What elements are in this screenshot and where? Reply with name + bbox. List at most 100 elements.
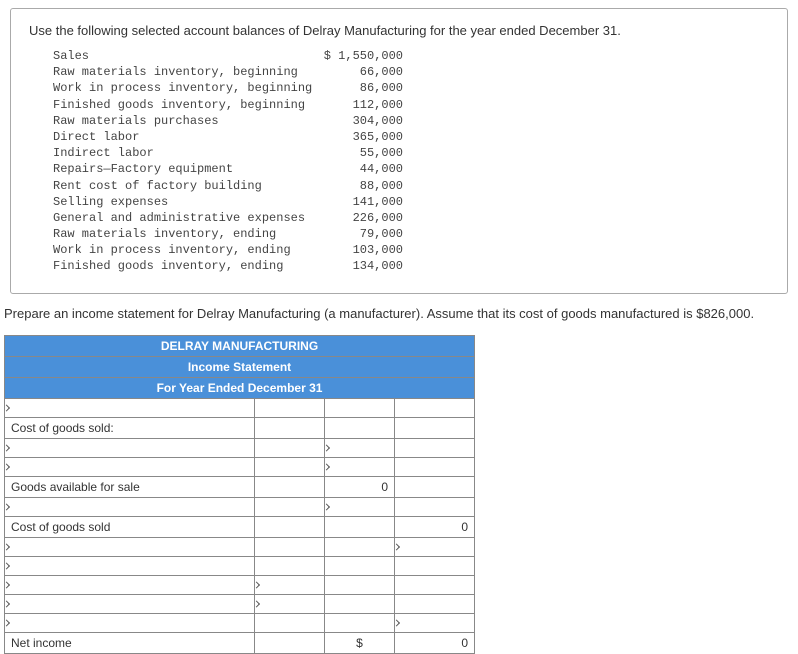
account-cell[interactable] [5, 613, 255, 632]
ledger-label: Repairs—Factory equipment [53, 161, 313, 177]
ledger-value: 44,000 [313, 161, 403, 177]
amount-cell[interactable] [255, 417, 325, 438]
account-cell[interactable] [5, 594, 255, 613]
amount-cell[interactable] [395, 398, 475, 417]
amount-cell[interactable] [395, 457, 475, 476]
stmt-header-company: DELRAY MANUFACTURING [5, 335, 475, 356]
problem-prompt: Use the following selected account balan… [29, 23, 769, 38]
ledger-label: General and administrative expenses [53, 210, 313, 226]
ledger-list: Sales$ 1,550,000 Raw materials inventory… [53, 48, 769, 275]
amount-cell[interactable] [255, 632, 325, 653]
gas-value: 0 [325, 476, 395, 497]
table-row: Cost of goods sold: [5, 417, 475, 438]
table-row [5, 575, 475, 594]
account-cell[interactable] [5, 575, 255, 594]
table-row [5, 497, 475, 516]
amount-cell[interactable] [255, 497, 325, 516]
amount-cell[interactable] [395, 417, 475, 438]
amount-cell[interactable] [395, 476, 475, 497]
table-row [5, 438, 475, 457]
ledger-value: 55,000 [313, 145, 403, 161]
net-income-value: 0 [395, 632, 475, 653]
ledger-label: Indirect labor [53, 145, 313, 161]
amount-cell[interactable] [325, 457, 395, 476]
cogs-label: Cost of goods sold: [5, 417, 255, 438]
table-row [5, 556, 475, 575]
amount-cell[interactable] [325, 594, 395, 613]
ledger-label: Raw materials inventory, beginning [53, 64, 313, 80]
table-row [5, 594, 475, 613]
table-row [5, 537, 475, 556]
amount-cell[interactable] [325, 497, 395, 516]
amount-cell[interactable] [325, 575, 395, 594]
table-row [5, 457, 475, 476]
net-income-label: Net income [5, 632, 255, 653]
ledger-value: $ 1,550,000 [313, 48, 403, 64]
ledger-label: Sales [53, 48, 313, 64]
amount-cell[interactable] [325, 516, 395, 537]
ledger-label: Rent cost of factory building [53, 178, 313, 194]
instruction-text: Prepare an income statement for Delray M… [4, 306, 794, 321]
ledger-label: Direct labor [53, 129, 313, 145]
amount-cell[interactable] [255, 575, 325, 594]
ledger-label: Work in process inventory, ending [53, 242, 313, 258]
amount-cell[interactable] [255, 594, 325, 613]
amount-cell[interactable] [255, 613, 325, 632]
cogsold-label: Cost of goods sold [5, 516, 255, 537]
ledger-value: 365,000 [313, 129, 403, 145]
amount-cell[interactable] [395, 497, 475, 516]
ledger-value: 88,000 [313, 178, 403, 194]
table-row [5, 613, 475, 632]
ledger-label: Selling expenses [53, 194, 313, 210]
account-cell[interactable] [5, 497, 255, 516]
ledger-value: 103,000 [313, 242, 403, 258]
amount-cell[interactable] [325, 438, 395, 457]
ledger-label: Work in process inventory, beginning [53, 80, 313, 96]
ledger-value: 134,000 [313, 258, 403, 274]
account-cell[interactable] [5, 537, 255, 556]
amount-cell[interactable] [325, 537, 395, 556]
currency-symbol: $ [325, 632, 395, 653]
ledger-label: Raw materials inventory, ending [53, 226, 313, 242]
ledger-value: 79,000 [313, 226, 403, 242]
ledger-label: Raw materials purchases [53, 113, 313, 129]
stmt-header-title: Income Statement [5, 356, 475, 377]
ledger-value: 226,000 [313, 210, 403, 226]
amount-cell[interactable] [325, 613, 395, 632]
ledger-value: 86,000 [313, 80, 403, 96]
amount-cell[interactable] [255, 556, 325, 575]
amount-cell[interactable] [395, 575, 475, 594]
cogsold-value: 0 [395, 516, 475, 537]
amount-cell[interactable] [325, 417, 395, 438]
amount-cell[interactable] [255, 398, 325, 417]
amount-cell[interactable] [325, 398, 395, 417]
amount-cell[interactable] [255, 438, 325, 457]
account-cell[interactable] [5, 398, 255, 417]
account-cell[interactable] [5, 438, 255, 457]
account-cell[interactable] [5, 556, 255, 575]
amount-cell[interactable] [255, 516, 325, 537]
amount-cell[interactable] [325, 556, 395, 575]
ledger-value: 304,000 [313, 113, 403, 129]
ledger-label: Finished goods inventory, ending [53, 258, 313, 274]
table-row [5, 398, 475, 417]
amount-cell[interactable] [395, 594, 475, 613]
table-row: Net income $ 0 [5, 632, 475, 653]
account-cell[interactable] [5, 457, 255, 476]
income-statement-table: DELRAY MANUFACTURING Income Statement Fo… [4, 335, 475, 654]
amount-cell[interactable] [255, 537, 325, 556]
ledger-value: 66,000 [313, 64, 403, 80]
amount-cell[interactable] [395, 613, 475, 632]
table-row: Cost of goods sold 0 [5, 516, 475, 537]
stmt-header-period: For Year Ended December 31 [5, 377, 475, 398]
amount-cell[interactable] [255, 476, 325, 497]
amount-cell[interactable] [395, 537, 475, 556]
ledger-label: Finished goods inventory, beginning [53, 97, 313, 113]
amount-cell[interactable] [255, 457, 325, 476]
problem-container: Use the following selected account balan… [10, 8, 788, 294]
gas-label: Goods available for sale [5, 476, 255, 497]
amount-cell[interactable] [395, 556, 475, 575]
amount-cell[interactable] [395, 438, 475, 457]
ledger-value: 141,000 [313, 194, 403, 210]
table-row: Goods available for sale 0 [5, 476, 475, 497]
